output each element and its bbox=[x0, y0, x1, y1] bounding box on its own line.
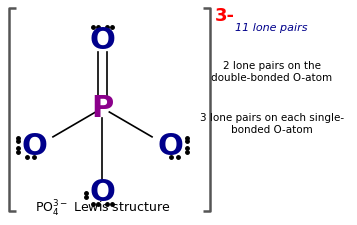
Text: PO$_4^{3-}$ Lewis structure: PO$_4^{3-}$ Lewis structure bbox=[35, 198, 170, 218]
Text: 2 lone pairs on the
double-bonded O-atom: 2 lone pairs on the double-bonded O-atom bbox=[211, 61, 332, 82]
Text: 3-: 3- bbox=[215, 7, 235, 25]
Text: O: O bbox=[90, 177, 115, 206]
Text: O: O bbox=[21, 132, 47, 161]
Text: O: O bbox=[90, 26, 115, 55]
Text: P: P bbox=[91, 94, 114, 122]
Text: 11 lone pairs: 11 lone pairs bbox=[235, 22, 308, 32]
Text: O: O bbox=[158, 132, 184, 161]
Text: 3 lone pairs on each single-
bonded O-atom: 3 lone pairs on each single- bonded O-at… bbox=[200, 112, 344, 134]
